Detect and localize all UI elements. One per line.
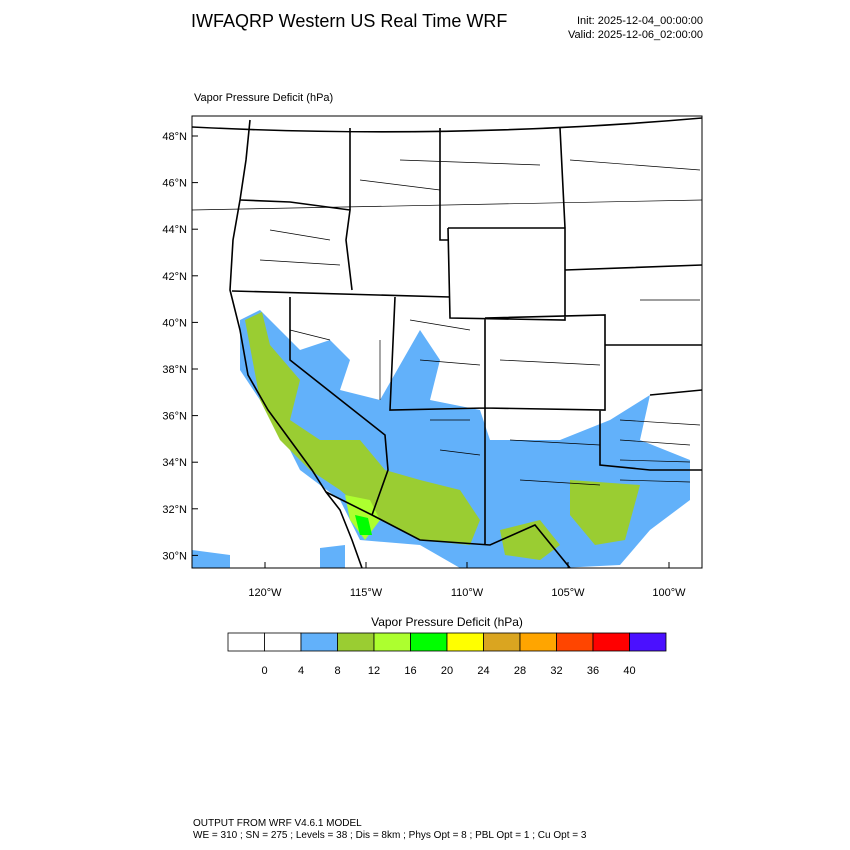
lon-label: 120°W	[248, 587, 282, 599]
lat-label: 36°N	[162, 411, 187, 423]
colorbar-label: 28	[514, 665, 526, 677]
colorbar-box	[629, 632, 667, 652]
colorbar-box	[446, 632, 484, 652]
colorbar-box	[483, 632, 521, 652]
map	[191, 115, 703, 569]
colorbar-box	[519, 632, 557, 652]
colorbar-box	[373, 632, 411, 652]
colorbar-label: 12	[368, 665, 380, 677]
colorbar-label: 16	[404, 665, 416, 677]
lon-label: 110°W	[451, 587, 484, 599]
valid-time: Valid: 2025-12-06_02:00:00	[568, 29, 703, 41]
init-time: Init: 2025-12-04_00:00:00	[577, 15, 703, 27]
title: IWFAQRP Western US Real Time WRF	[191, 11, 507, 31]
lat-label: 42°N	[162, 271, 187, 283]
colorbar-box	[337, 632, 375, 652]
footer-line: WE = 310 ; SN = 275 ; Levels = 38 ; Dis …	[193, 830, 587, 841]
footer-line: OUTPUT FROM WRF V4.6.1 MODEL	[193, 818, 362, 829]
lat-label: 48°N	[162, 131, 187, 143]
lat-label: 40°N	[162, 317, 187, 329]
lat-label: 46°N	[162, 178, 187, 190]
lat-label: 34°N	[162, 457, 187, 469]
colorbar-title: Vapor Pressure Deficit (hPa)	[371, 615, 523, 629]
colorbar-box	[592, 632, 630, 652]
lat-label: 32°N	[162, 504, 187, 516]
vpd-shading	[192, 310, 690, 568]
colorbar-label: 40	[623, 665, 635, 677]
lon-label: 100°W	[652, 587, 686, 599]
colorbar-label: 32	[550, 665, 562, 677]
colorbar-label: 0	[261, 665, 267, 677]
colorbar-box	[264, 632, 302, 652]
colorbar-label: 36	[587, 665, 599, 677]
colorbar-box	[227, 632, 265, 652]
lat-label: 30°N	[162, 550, 187, 562]
colorbar-label: 8	[334, 665, 340, 677]
lon-label: 105°W	[551, 587, 585, 599]
colorbar-box	[410, 632, 448, 652]
colorbar-label: 24	[477, 665, 489, 677]
lon-label: 115°W	[350, 587, 383, 599]
colorbar-label: 4	[298, 665, 304, 677]
colorbar-label: 20	[441, 665, 453, 677]
map-label: Vapor Pressure Deficit (hPa)	[194, 92, 333, 104]
colorbar-box	[556, 632, 594, 652]
lat-label: 44°N	[162, 224, 187, 236]
colorbar-box	[300, 632, 338, 652]
lat-label: 38°N	[162, 364, 187, 376]
